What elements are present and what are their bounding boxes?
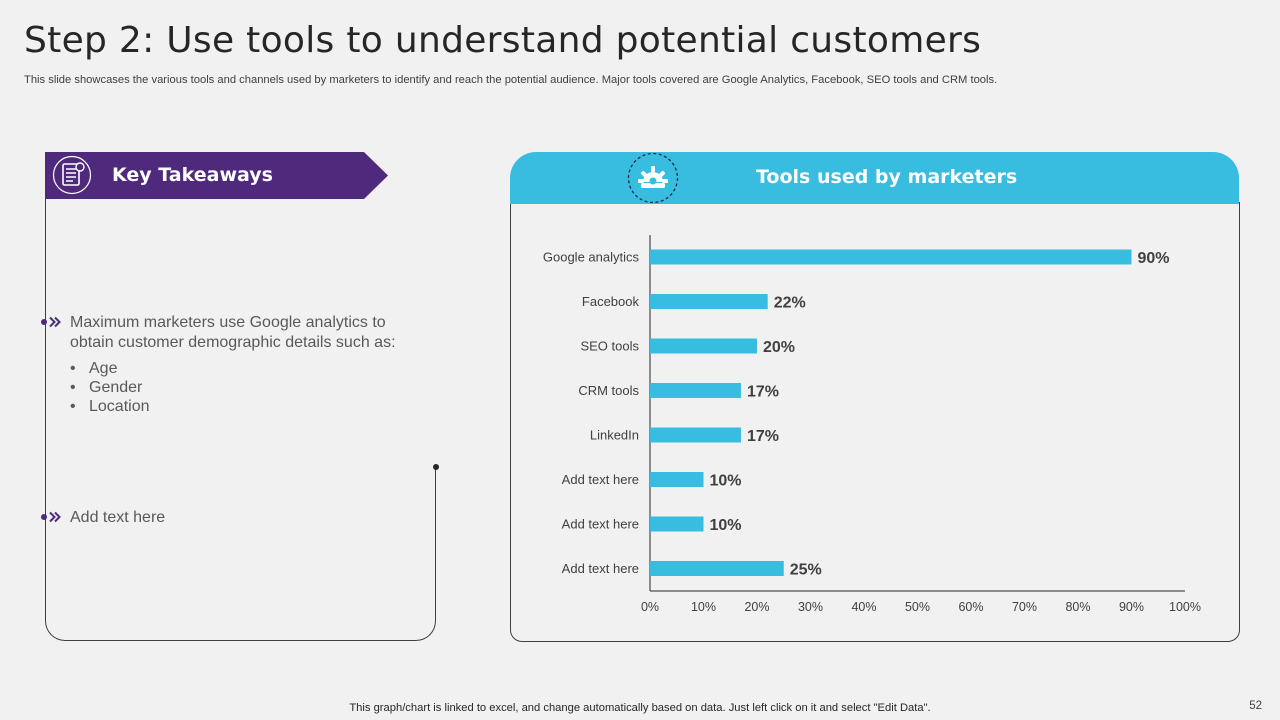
footer-note: This graph/chart is linked to excel, and… — [349, 702, 931, 714]
slide-subtitle: This slide showcases the various tools a… — [24, 74, 998, 86]
list-item: Gender — [70, 378, 150, 397]
gear-icon — [627, 152, 679, 204]
slide-title: Step 2: Use tools to understand potentia… — [24, 20, 982, 61]
tools-chart-panel — [510, 202, 1240, 642]
list-item: Location — [70, 397, 150, 416]
panel-end-dot — [433, 464, 439, 470]
takeaway-point-1: Maximum marketers use Google analytics t… — [70, 314, 396, 351]
takeaways-panel — [45, 199, 440, 641]
page-number: 52 — [1249, 700, 1262, 712]
tools-title: Tools used by marketers — [756, 166, 1018, 188]
bullet-arrow-icon — [41, 316, 61, 328]
takeaway-point-2: Add text here — [70, 509, 166, 526]
bullet-arrow-icon — [41, 511, 61, 523]
demographics-list: Age Gender Location — [70, 359, 150, 416]
list-item: Age — [70, 359, 150, 378]
takeaways-title: Key Takeaways — [112, 164, 273, 186]
document-list-icon — [52, 155, 92, 195]
takeaways-header — [45, 152, 388, 199]
